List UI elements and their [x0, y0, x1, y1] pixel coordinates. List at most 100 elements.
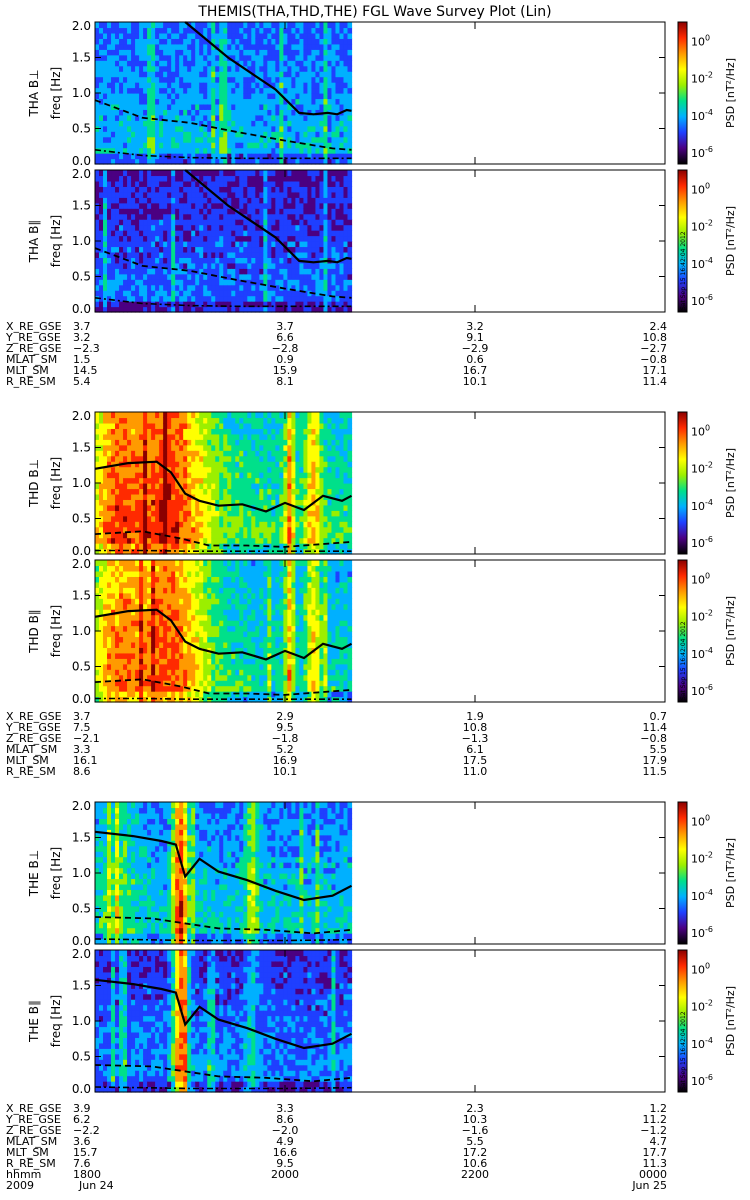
ephemeris-value: 3.3: [73, 743, 91, 756]
ephemeris-label: Y_RE_GSE: [5, 721, 61, 734]
y-tick-label: 0.5: [72, 660, 91, 674]
ephemeris-value: 14.5: [73, 364, 98, 377]
ephemeris-label: Y_RE_GSE: [5, 331, 61, 344]
colorbar-tick-label: 100: [691, 33, 710, 48]
dashed-line: [94, 530, 352, 548]
ephemeris-value: 9.1: [466, 331, 484, 344]
panel-ylabel: THE B∥: [27, 1000, 41, 1043]
ephemeris-label: MLT_SM: [6, 1146, 49, 1159]
ephemeris-value: −0.8: [640, 732, 667, 745]
spectrogram: [95, 22, 353, 165]
ephemeris-value: 5.4: [73, 375, 91, 388]
ephemeris-value: −2.8: [272, 342, 299, 355]
colorbar-tick-label: 10-2: [691, 71, 713, 86]
dashed-line: [94, 99, 352, 151]
colorbar: 10-6 10-4 10-2 100 PSD [nT²/Hz]: [677, 169, 737, 313]
ephemeris-value: −1.8: [272, 732, 299, 745]
dashed-line: [94, 916, 352, 935]
ephemeris-value: 9.5: [276, 1157, 294, 1170]
y-tick-label: 2.0: [72, 799, 91, 813]
ephemeris-value: −2.2: [73, 1124, 100, 1137]
date-start: Jun 24: [78, 1179, 114, 1192]
y-tick-label: 1.0: [72, 866, 91, 880]
solid-line: [94, 460, 353, 513]
ephemeris-value: 3.2: [73, 331, 91, 344]
ephemeris-value: 3.9: [73, 1102, 91, 1115]
panel-ylabel: THD B⊥: [27, 459, 41, 508]
timestamp: Sat Sep 15 16:42:04 2012: [680, 231, 687, 310]
ephemeris-block: X_RE_GSE 3.9 3.3 2.3 1.2 Y_RE_GSE 6.2 8.6 10.3 11…: [5, 1102, 667, 1170]
y-tick-label: 1.0: [72, 234, 91, 248]
ephemeris-value: −2.1: [73, 732, 100, 745]
y-tick-label: 0.5: [72, 902, 91, 916]
colorbar-tick-label: 10-4: [691, 498, 713, 513]
ephemeris-value: 8.6: [276, 1113, 294, 1126]
ephemeris-value: 15.7: [73, 1146, 98, 1159]
colorbar-tick-label: 100: [691, 961, 710, 976]
y-tick-label: 2.0: [72, 557, 91, 571]
ephemeris-label: Z_RE_GSE: [6, 732, 62, 745]
y-tick-label: 0.0: [72, 934, 91, 948]
ephemeris-value: 11.4: [643, 721, 668, 734]
y-tick-label: 0.5: [72, 270, 91, 284]
colorbar-tick-label: 10-2: [691, 851, 713, 866]
ephemeris-value: 7.6: [73, 1157, 91, 1170]
ephemeris-block: X_RE_GSE 3.7 2.9 1.9 0.7 Y_RE_GSE 7.5 9.5 10.8 11…: [5, 710, 667, 778]
solid-line: [94, 830, 353, 902]
dashdot-line: [95, 549, 352, 552]
panel-ylabel: THD B∥: [27, 609, 41, 654]
y-axis-label: freq [Hz]: [49, 67, 63, 119]
timestamp: Sat Sep 15 16:42:04 2012: [680, 1011, 687, 1090]
y-tick-label: 1.5: [72, 51, 91, 65]
colorbar-label: PSD [nT²/Hz]: [724, 58, 737, 128]
y-tick-label: 1.0: [72, 86, 91, 100]
colorbar-label: PSD [nT²/Hz]: [724, 596, 737, 666]
ephemeris-value: −1.6: [462, 1124, 489, 1137]
solid-line: [184, 169, 352, 264]
ephemeris-label: R_RE_SM: [6, 1157, 56, 1170]
spectrogram: [95, 560, 353, 703]
ephemeris-value: −1.3: [462, 732, 489, 745]
colorbar-gradient: [677, 949, 688, 1093]
panel-ylabel: THA B∥: [27, 220, 41, 264]
ephemeris-value: −0.8: [640, 353, 667, 366]
ephemeris-block: X_RE_GSE 3.7 3.7 3.2 2.4Y_RE_GSE 3.2 6.6 9.1 10.…: [5, 320, 667, 388]
ephemeris-value: 4.7: [650, 1135, 668, 1148]
ephemeris-value: 0.6: [466, 353, 484, 366]
y-tick-label: 0.0: [72, 302, 91, 316]
ephemeris-value: 2.4: [650, 320, 668, 333]
dashdot-line: [94, 297, 352, 308]
y-tick-label: 1.5: [72, 589, 91, 603]
colorbar-tick-label: 10-6: [691, 925, 713, 940]
y-tick-label: 0.5: [72, 512, 91, 526]
ephemeris-value: 8.1: [276, 375, 294, 388]
ephemeris-value: 16.7: [463, 364, 488, 377]
colorbar-gradient: [677, 559, 688, 703]
colorbar-tick-label: 100: [691, 423, 710, 438]
ephemeris-value: 1.9: [466, 710, 484, 723]
colorbar-tick-label: 10-2: [691, 999, 713, 1014]
x-tick-label: 1800: [73, 1168, 101, 1181]
ephemeris-value: 5.5: [466, 1135, 484, 1148]
ephemeris-value: 10.3: [463, 1113, 488, 1126]
y-tick-label: 0.0: [72, 544, 91, 558]
spectrogram: [95, 412, 353, 555]
ephemeris-label: MLAT_SM: [6, 1135, 57, 1148]
ephemeris-value: 6.1: [466, 743, 484, 756]
y-axis-label: freq [Hz]: [49, 605, 63, 657]
y-tick-label: 0.5: [72, 1050, 91, 1064]
timestamp: Sat Sep 15 16:42:04 2012: [680, 621, 687, 700]
colorbar-tick-label: 10-4: [691, 646, 713, 661]
y-tick-label: 0.5: [72, 122, 91, 136]
y-axis-label: freq [Hz]: [49, 457, 63, 509]
ephemeris-value: 16.6: [273, 1146, 298, 1159]
ephemeris-label: MLAT_SM: [6, 743, 57, 756]
colorbar-gradient: [677, 411, 688, 555]
dashdot-line: [94, 1086, 352, 1090]
ephemeris-label: R_RE_SM: [6, 765, 56, 778]
ephemeris-value: 3.6: [73, 1135, 91, 1148]
